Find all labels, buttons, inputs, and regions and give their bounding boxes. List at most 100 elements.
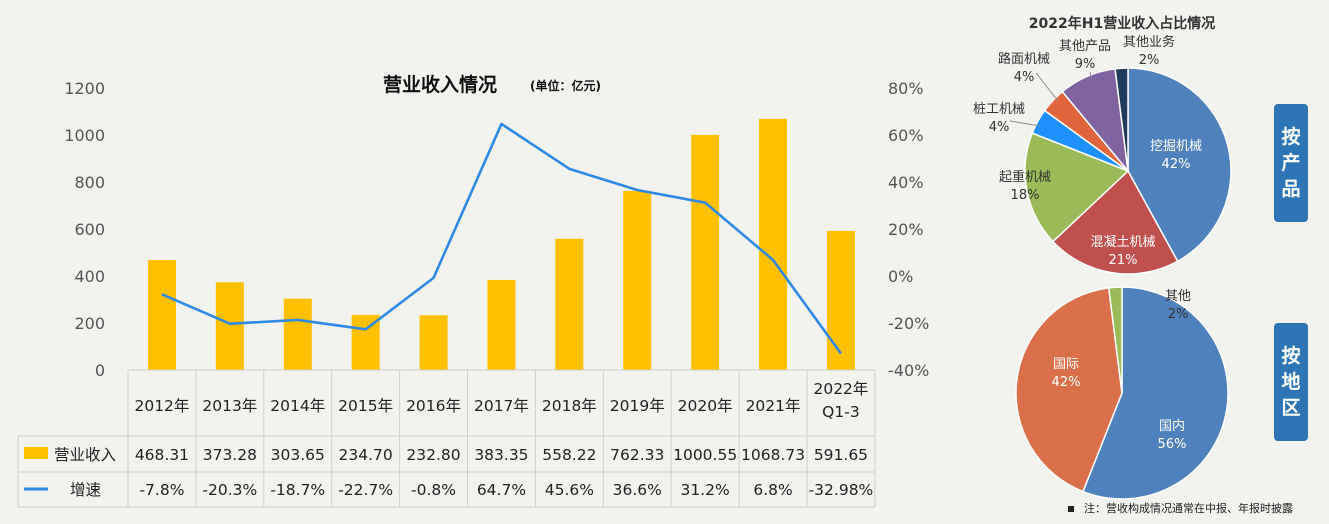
x-tick-label: 2017年 (474, 397, 529, 415)
data-label-revenue: 468.31 (135, 446, 189, 464)
pie-slice (1114, 67, 1129, 172)
revenue-bar (487, 279, 516, 370)
data-label-growth: -22.7% (338, 481, 393, 499)
revenue-bar (283, 298, 312, 370)
pie-slice (1024, 132, 1130, 243)
data-label-revenue: 591.65 (814, 446, 868, 464)
data-label-growth: 6.8% (753, 481, 792, 499)
pie-slice-pct: 42% (1162, 157, 1191, 172)
pie-leader-line (1089, 71, 1093, 80)
by-region-button[interactable]: 按 地 区 (1274, 323, 1308, 441)
revenue-bars (147, 118, 855, 370)
revenue-bar (351, 314, 380, 370)
pie-slice-label: 混凝土机械 (1090, 234, 1155, 250)
pie-slice-pct: 56% (1158, 437, 1187, 452)
data-label-revenue: 234.70 (339, 446, 393, 464)
data-label-growth: -0.8% (411, 481, 456, 499)
chart-unit-note: (单位：亿元) (530, 78, 601, 93)
by-region-char-2: 地 (1281, 371, 1301, 393)
growth-line (161, 122, 843, 355)
revenue-bar (419, 315, 448, 370)
y2-tick-label: -40% (888, 361, 929, 380)
data-label-growth: -32.98% (809, 481, 874, 499)
y-tick-label: 1000 (64, 126, 105, 145)
data-label-revenue: 1068.73 (741, 446, 805, 464)
pie-slice (1107, 286, 1123, 394)
data-label-revenue: 762.33 (610, 446, 664, 464)
data-table: 2012年 2013年 2014年 2015年 2016年 2017年 2018年 2019年… (17, 369, 876, 508)
footnote-text: 注：营收构成情况通常在中报、年报时披露 (1084, 502, 1293, 515)
y2-tick-label: 80% (888, 79, 924, 98)
y-tick-label: 600 (74, 220, 105, 239)
pie-slice-label: 起重机械 (999, 169, 1051, 185)
by-product-button[interactable]: 按 产 品 (1274, 104, 1308, 222)
bullet-square-icon (1068, 506, 1074, 512)
revenue-bar (826, 230, 855, 370)
growth-line-path (161, 122, 843, 355)
x-tick-label: 2020年 (678, 397, 733, 415)
revenue-bar (215, 282, 244, 370)
data-label-revenue: 383.35 (474, 446, 528, 464)
y-tick-label: 0 (95, 361, 105, 380)
data-label-growth: -7.8% (139, 481, 184, 499)
pie-slice-pct: 2% (1139, 53, 1160, 68)
pie-slice-label: 其他 (1165, 289, 1191, 304)
pie-slice-pct: 4% (1014, 70, 1035, 85)
data-label-revenue: 558.22 (542, 446, 596, 464)
pie-slice-pct: 4% (989, 120, 1010, 135)
data-label-revenue: 232.80 (406, 446, 460, 464)
chart-title: 营业收入情况 (383, 73, 497, 96)
pie-slice-pct: 21% (1109, 253, 1138, 268)
y-axis-right: -40% -20% 0% 20% 40% 60% 80% (888, 79, 929, 380)
pie-slice (1082, 286, 1229, 500)
y2-tick-label: 40% (888, 173, 924, 192)
data-label-revenue: 303.65 (271, 446, 325, 464)
pie-slice (1127, 67, 1232, 263)
revenue-bar (691, 134, 720, 370)
product-pie-chart: 挖掘机械 42% 混凝土机械 21% 起重机械 18% 桩工机械 4% 路面机械 4% 其他产品 9%… (973, 34, 1232, 275)
pie-slice (1015, 286, 1123, 493)
data-label-growth: -20.3% (202, 481, 257, 499)
pie-title: 2022年H1营业收入占比情况 (1029, 15, 1215, 32)
legend-label-revenue: 营业收入 (54, 446, 116, 464)
data-label-growth: 64.7% (477, 481, 526, 499)
pie-leader-line (1009, 120, 1041, 127)
y2-tick-label: 0% (888, 267, 913, 286)
x-tick-label: 2021年 (746, 397, 801, 415)
pie-slice-label: 其他业务 (1123, 34, 1175, 50)
pie-slice-label: 挖掘机械 (1150, 139, 1202, 154)
x-tick-label: 2012年 (134, 397, 189, 415)
revenue-combo-chart: 营业收入情况 (单位：亿元) 0 200 400 600 800 1000 1200 -40… (17, 73, 929, 508)
y-tick-label: 1200 (64, 79, 105, 98)
y-tick-label: 800 (74, 173, 105, 192)
y-axis-left: 0 200 400 600 800 1000 1200 (64, 79, 105, 380)
footnote: 注：营收构成情况通常在中报、年报时披露 (1068, 500, 1293, 516)
by-product-char-3: 品 (1281, 178, 1301, 200)
y2-tick-label: 20% (888, 220, 924, 239)
by-product-char-2: 产 (1281, 152, 1301, 174)
x-tick-label: 2015年 (338, 397, 393, 415)
pie-slice-pct: 9% (1075, 57, 1096, 72)
x-tick-label: 2022年 (813, 380, 868, 398)
data-label-growth: 36.6% (613, 481, 662, 499)
y-tick-label: 200 (74, 314, 105, 333)
pie-slice-label: 国内 (1159, 418, 1185, 434)
data-label-revenue: 1000.55 (673, 446, 737, 464)
pie-slice-pct: 42% (1052, 375, 1081, 390)
x-tick-label: 2014年 (270, 397, 325, 415)
revenue-bar (759, 118, 788, 370)
pie-slice-label: 国际 (1053, 357, 1079, 372)
pie-slice-pct: 2% (1168, 307, 1189, 322)
x-tick-label: 2013年 (202, 397, 257, 415)
x-tick-label: 2018年 (542, 397, 597, 415)
by-region-char-1: 按 (1281, 345, 1301, 367)
pie-leader-line (1035, 72, 1059, 102)
y-tick-label: 400 (74, 267, 105, 286)
revenue-bar (147, 259, 176, 370)
revenue-bar (623, 190, 652, 370)
y2-tick-label: 60% (888, 126, 924, 145)
legend-label-growth: 增速 (70, 481, 101, 499)
revenue-bar (555, 238, 584, 370)
data-label-growth: -18.7% (270, 481, 325, 499)
